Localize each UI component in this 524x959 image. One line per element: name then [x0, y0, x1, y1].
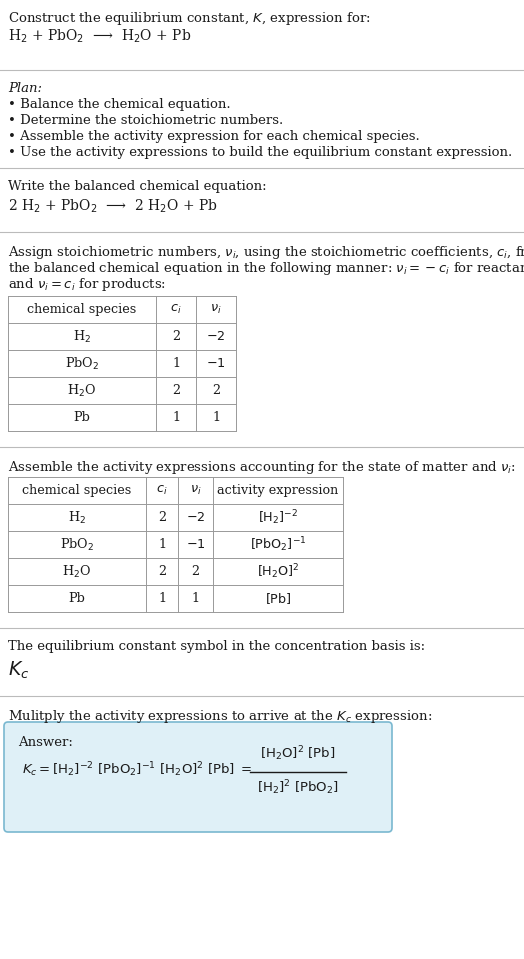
Text: 2: 2 [212, 384, 220, 397]
Text: 1: 1 [191, 592, 200, 605]
Text: $\nu_i$: $\nu_i$ [190, 484, 201, 497]
Text: Construct the equilibrium constant, $K$, expression for:: Construct the equilibrium constant, $K$,… [8, 10, 370, 27]
Text: The equilibrium constant symbol in the concentration basis is:: The equilibrium constant symbol in the c… [8, 640, 425, 653]
Text: 2 H$_2$ + PbO$_2$  ⟶  2 H$_2$O + Pb: 2 H$_2$ + PbO$_2$ ⟶ 2 H$_2$O + Pb [8, 198, 218, 216]
Text: $\mathit{K}_c$: $\mathit{K}_c$ [8, 660, 29, 681]
Text: $-2$: $-2$ [186, 511, 205, 524]
Text: H$_2$ + PbO$_2$  ⟶  H$_2$O + Pb: H$_2$ + PbO$_2$ ⟶ H$_2$O + Pb [8, 28, 191, 45]
Text: PbO$_2$: PbO$_2$ [65, 356, 99, 371]
Text: activity expression: activity expression [217, 484, 339, 497]
Text: $[\mathrm{H_2O}]^2$: $[\mathrm{H_2O}]^2$ [257, 562, 299, 581]
Text: 2: 2 [158, 565, 166, 578]
Text: $-1$: $-1$ [185, 538, 205, 551]
Text: Assemble the activity expressions accounting for the state of matter and $\nu_i$: Assemble the activity expressions accoun… [8, 459, 516, 476]
Text: 2: 2 [191, 565, 200, 578]
Text: the balanced chemical equation in the following manner: $\nu_i = -c_i$ for react: the balanced chemical equation in the fo… [8, 260, 524, 277]
Text: chemical species: chemical species [27, 303, 137, 316]
Text: Plan:: Plan: [8, 82, 42, 95]
Text: $[\mathrm{Pb}]$: $[\mathrm{Pb}]$ [265, 591, 291, 606]
Text: Assign stoichiometric numbers, $\nu_i$, using the stoichiometric coefficients, $: Assign stoichiometric numbers, $\nu_i$, … [8, 244, 524, 261]
Text: H$_2$O: H$_2$O [62, 564, 92, 579]
Text: $\nu_i$: $\nu_i$ [210, 303, 222, 316]
Text: $K_c = [\mathrm{H_2}]^{-2}\ [\mathrm{PbO_2}]^{-1}\ [\mathrm{H_2O}]^2\ [\mathrm{P: $K_c = [\mathrm{H_2}]^{-2}\ [\mathrm{PbO… [22, 760, 253, 780]
Text: 1: 1 [212, 411, 220, 424]
Text: Mulitply the activity expressions to arrive at the $K_c$ expression:: Mulitply the activity expressions to arr… [8, 708, 432, 725]
Text: 1: 1 [172, 357, 180, 370]
Text: H$_2$: H$_2$ [68, 509, 86, 526]
Text: 1: 1 [158, 592, 166, 605]
Text: H$_2$O: H$_2$O [68, 383, 96, 399]
Text: chemical species: chemical species [23, 484, 132, 497]
Text: and $\nu_i = c_i$ for products:: and $\nu_i = c_i$ for products: [8, 276, 166, 293]
Text: $[\mathrm{PbO_2}]^{-1}$: $[\mathrm{PbO_2}]^{-1}$ [250, 535, 306, 554]
Text: 1: 1 [172, 411, 180, 424]
Text: • Balance the chemical equation.: • Balance the chemical equation. [8, 98, 231, 111]
Text: $c_i$: $c_i$ [156, 484, 168, 497]
Text: 2: 2 [172, 384, 180, 397]
FancyBboxPatch shape [4, 722, 392, 832]
Text: $-2$: $-2$ [206, 330, 226, 343]
Text: $c_i$: $c_i$ [170, 303, 182, 316]
Text: $[\mathrm{H_2}]^2\ [\mathrm{PbO_2}]$: $[\mathrm{H_2}]^2\ [\mathrm{PbO_2}]$ [257, 779, 339, 797]
Text: $[\mathrm{H_2}]^{-2}$: $[\mathrm{H_2}]^{-2}$ [258, 508, 298, 526]
Text: Answer:: Answer: [18, 736, 73, 749]
Text: • Assemble the activity expression for each chemical species.: • Assemble the activity expression for e… [8, 130, 420, 143]
Text: 2: 2 [172, 330, 180, 343]
Text: 1: 1 [158, 538, 166, 551]
Text: 2: 2 [158, 511, 166, 524]
Text: PbO$_2$: PbO$_2$ [60, 536, 94, 552]
Text: H$_2$: H$_2$ [73, 328, 91, 344]
Text: Pb: Pb [73, 411, 91, 424]
Text: Write the balanced chemical equation:: Write the balanced chemical equation: [8, 180, 267, 193]
Text: Pb: Pb [69, 592, 85, 605]
Text: • Determine the stoichiometric numbers.: • Determine the stoichiometric numbers. [8, 114, 283, 127]
Text: • Use the activity expressions to build the equilibrium constant expression.: • Use the activity expressions to build … [8, 146, 512, 159]
Text: $[\mathrm{H_2O}]^2\ [\mathrm{Pb}]$: $[\mathrm{H_2O}]^2\ [\mathrm{Pb}]$ [260, 744, 336, 763]
Text: $-1$: $-1$ [206, 357, 226, 370]
